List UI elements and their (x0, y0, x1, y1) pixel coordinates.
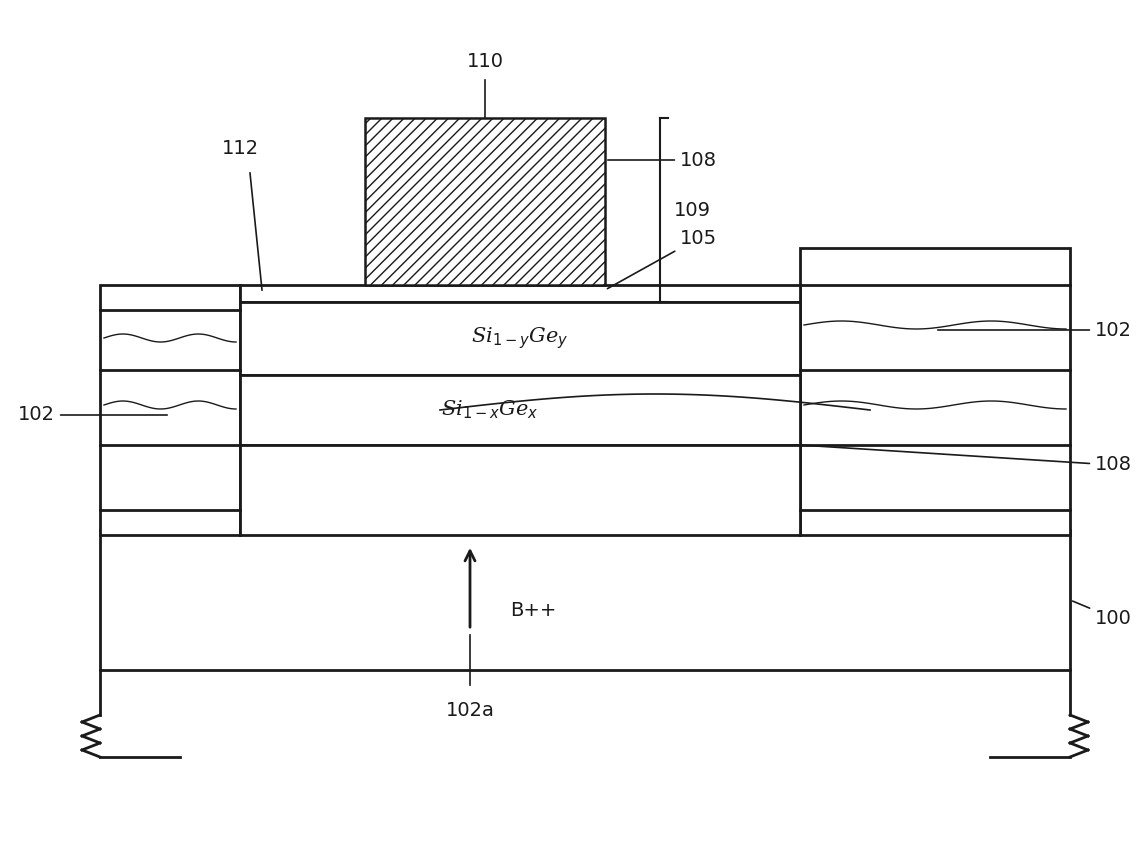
Bar (365, 118, 605, 285)
Text: 110: 110 (467, 52, 503, 71)
Text: 109: 109 (674, 200, 711, 219)
Bar (800, 248, 1070, 535)
Text: 112: 112 (221, 139, 259, 158)
Text: 102a: 102a (446, 701, 494, 720)
Text: 102: 102 (18, 406, 168, 425)
Bar (100, 530, 1070, 670)
Bar (240, 285, 800, 302)
Text: 100: 100 (1073, 601, 1132, 627)
Bar (240, 375, 800, 445)
Text: Si$_{1-y}$Ge$_y$: Si$_{1-y}$Ge$_y$ (471, 325, 569, 351)
Text: 102: 102 (938, 320, 1132, 339)
Text: B++: B++ (510, 601, 557, 620)
Text: 105: 105 (607, 229, 718, 288)
Bar (240, 302, 800, 375)
Bar (100, 285, 240, 535)
Text: 108: 108 (803, 445, 1132, 475)
Text: Si$_{1-x}$Ge$_x$: Si$_{1-x}$Ge$_x$ (442, 399, 539, 421)
Text: 108: 108 (608, 150, 717, 169)
Bar (240, 445, 800, 535)
